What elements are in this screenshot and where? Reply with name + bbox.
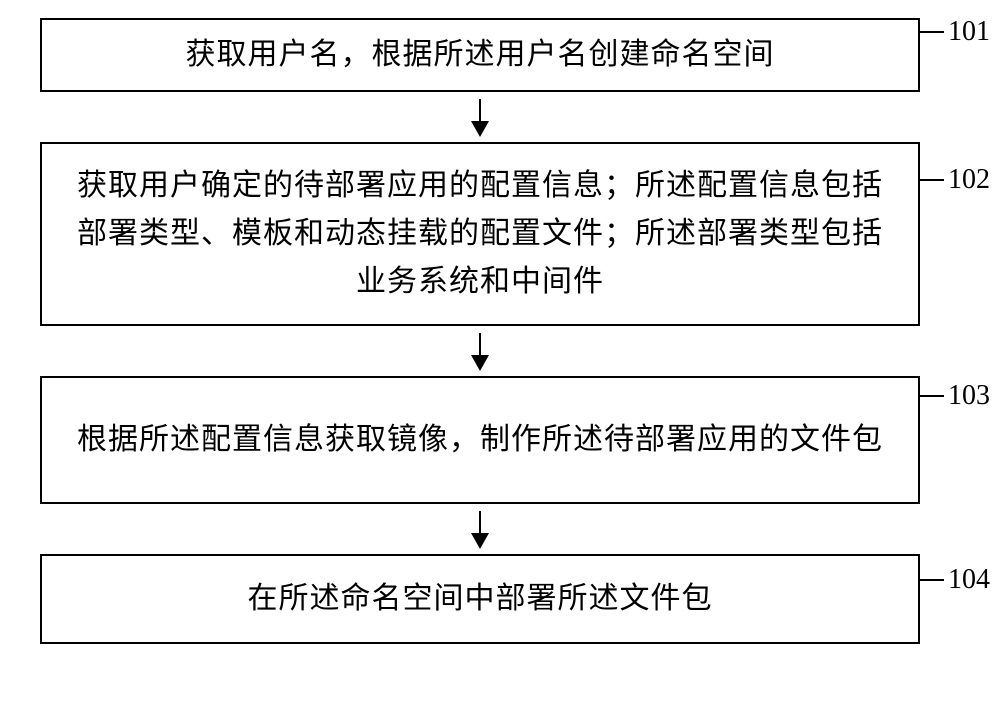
- flow-step-101-text: 获取用户名，根据所述用户名创建命名空间: [186, 31, 775, 79]
- flow-step-104-label-text: 104: [948, 564, 990, 596]
- flow-step-102-text: 获取用户确定的待部署应用的配置信息；所述配置信息包括部署类型、模板和动态挂载的配…: [66, 162, 894, 306]
- flow-step-103-label-text: 103: [948, 380, 990, 412]
- flow-arrow-3-4: [40, 504, 920, 554]
- flowchart-container: 获取用户名，根据所述用户名创建命名空间 101 获取用户确定的待部署应用的配置信…: [40, 18, 960, 644]
- flow-step-101-label: 101: [920, 16, 990, 48]
- label-tick: [920, 395, 944, 397]
- label-tick: [920, 579, 944, 581]
- flow-step-104-label: 104: [920, 564, 990, 596]
- flow-step-102-label: 102: [920, 164, 990, 196]
- flow-step-103-text: 根据所述配置信息获取镜像，制作所述待部署应用的文件包: [77, 416, 883, 464]
- flow-step-104: 在所述命名空间中部署所述文件包 104: [40, 554, 920, 644]
- arrow-icon: [479, 333, 481, 369]
- flow-step-102-label-text: 102: [948, 164, 990, 196]
- flow-arrow-2-3: [40, 326, 920, 376]
- label-tick: [920, 179, 944, 181]
- flow-step-101: 获取用户名，根据所述用户名创建命名空间 101: [40, 18, 920, 92]
- flow-step-103-label: 103: [920, 380, 990, 412]
- arrow-icon: [479, 99, 481, 135]
- label-tick: [920, 31, 944, 33]
- flow-step-102: 获取用户确定的待部署应用的配置信息；所述配置信息包括部署类型、模板和动态挂载的配…: [40, 142, 920, 326]
- flow-step-104-text: 在所述命名空间中部署所述文件包: [248, 575, 713, 623]
- flow-step-103: 根据所述配置信息获取镜像，制作所述待部署应用的文件包 103: [40, 376, 920, 504]
- flow-arrow-1-2: [40, 92, 920, 142]
- arrow-icon: [479, 511, 481, 547]
- flow-step-101-label-text: 101: [948, 16, 990, 48]
